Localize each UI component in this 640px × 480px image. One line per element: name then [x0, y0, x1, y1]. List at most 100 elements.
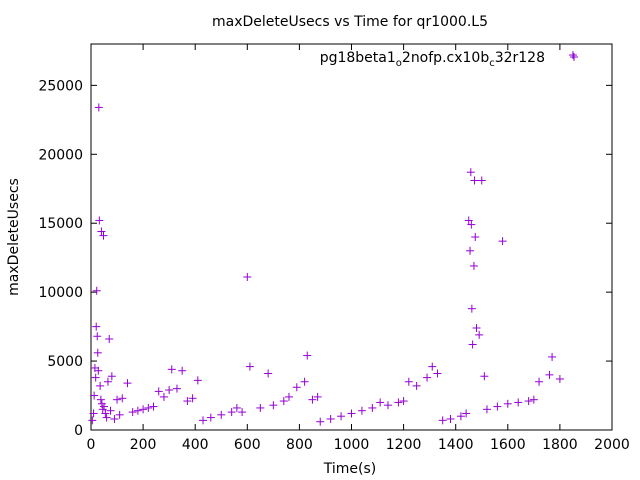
data-point: [199, 416, 208, 425]
x-tick-label: 400: [182, 437, 209, 453]
data-point: [568, 51, 577, 60]
x-tick-label: 1600: [490, 437, 526, 453]
data-point: [438, 416, 447, 425]
data-point: [337, 412, 346, 421]
data-point: [456, 412, 465, 421]
data-point: [264, 369, 273, 378]
data-point: [90, 391, 99, 400]
data-point: [412, 381, 421, 390]
data-point: [165, 386, 174, 395]
data-point: [103, 377, 112, 386]
data-points: [88, 51, 577, 426]
data-point: [96, 395, 105, 404]
data-point: [144, 403, 153, 412]
legend-label: pg18beta1o2nofp.cx10bc32r128: [320, 50, 545, 69]
x-tick-label: 1800: [542, 437, 578, 453]
y-tick-label: 25000: [38, 78, 83, 94]
data-point: [472, 323, 481, 332]
data-point: [243, 272, 252, 281]
data-point: [471, 233, 480, 241]
y-tick-label: 15000: [38, 216, 83, 232]
data-point: [89, 409, 98, 418]
x-tick-label: 0: [87, 437, 96, 453]
legend-text: 2nofp.cx10b: [402, 50, 489, 66]
x-tick-label: 1000: [334, 437, 370, 453]
data-point: [529, 395, 538, 404]
data-point: [139, 405, 148, 414]
data-point: [464, 216, 473, 225]
data-point: [482, 405, 491, 414]
data-point: [92, 322, 101, 331]
data-point: [308, 395, 317, 404]
legend-text: 32r128: [495, 50, 545, 66]
data-point: [167, 365, 176, 374]
data-point: [269, 401, 278, 410]
data-point: [300, 377, 309, 386]
data-point: [95, 216, 104, 225]
data-point: [469, 261, 478, 270]
data-point: [446, 414, 455, 423]
data-point: [178, 366, 187, 375]
data-point: [123, 379, 132, 388]
data-point: [110, 414, 119, 423]
data-point: [88, 416, 97, 425]
x-tick-label: 2000: [594, 437, 630, 453]
y-axis: 0 5000 10000 15000 20000 25000: [38, 78, 612, 439]
data-point: [102, 413, 111, 422]
y-tick-label: 0: [74, 423, 83, 439]
legend-text: pg18beta1: [320, 50, 396, 66]
data-point: [106, 406, 115, 415]
data-point: [93, 348, 102, 357]
data-point: [428, 362, 437, 371]
data-point: [514, 398, 523, 407]
data-point: [399, 397, 408, 406]
data-point: [217, 410, 226, 419]
data-point: [91, 373, 100, 382]
data-point: [107, 372, 116, 381]
data-point: [326, 414, 335, 423]
legend-marker: [570, 53, 578, 61]
x-tick-label: 1400: [438, 437, 474, 453]
data-point: [535, 377, 544, 386]
x-tick-label: 200: [130, 437, 157, 453]
data-point: [404, 377, 413, 386]
data-point: [548, 352, 557, 361]
data-point: [376, 398, 385, 407]
y-tick-label: 10000: [38, 285, 83, 301]
data-point: [555, 374, 564, 383]
data-point: [118, 394, 127, 403]
chart-title: maxDeleteUsecs vs Time for qr1000.L5: [212, 14, 488, 30]
x-axis: 0 200 400 600 800 1000 1200 1400 1600 1800 2000: [87, 44, 630, 453]
data-point: [206, 413, 215, 422]
data-point: [279, 397, 288, 406]
x-axis-label: Time(s): [323, 461, 376, 477]
data-point: [467, 220, 476, 229]
data-point: [149, 402, 158, 411]
data-point: [245, 362, 254, 371]
data-point: [93, 332, 102, 341]
data-point: [462, 409, 471, 418]
data-point: [105, 335, 114, 344]
y-tick-label: 5000: [47, 354, 83, 370]
data-point: [232, 403, 241, 412]
data-point: [92, 286, 101, 295]
data-point: [284, 392, 293, 401]
data-point: [115, 410, 124, 419]
data-point: [193, 376, 202, 385]
data-point: [316, 417, 325, 426]
data-point: [133, 406, 142, 415]
data-point: [101, 409, 110, 418]
data-point: [96, 381, 105, 390]
data-point: [113, 395, 122, 404]
data-point: [545, 370, 554, 379]
data-point: [467, 304, 476, 313]
data-point: [475, 330, 484, 339]
legend-marker-plus: [570, 53, 578, 61]
data-point: [498, 237, 507, 246]
data-point: [477, 176, 486, 185]
data-point: [303, 351, 312, 360]
data-point: [188, 394, 197, 403]
data-point: [183, 397, 192, 406]
data-point: [128, 408, 137, 417]
